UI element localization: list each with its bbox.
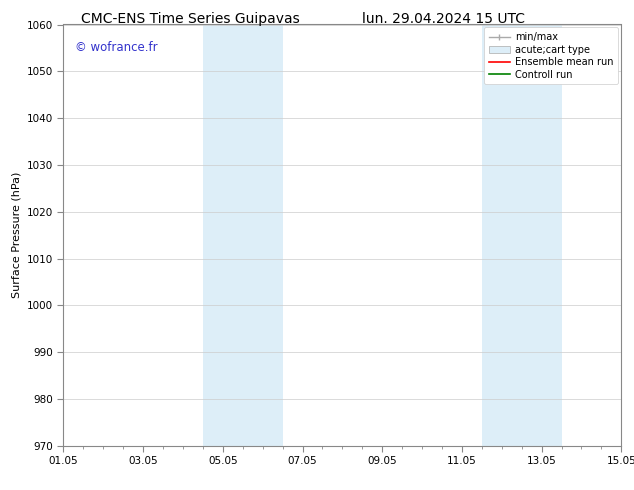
Bar [203,24,283,446]
Legend: min/max, acute;cart type, Ensemble mean run, Controll run: min/max, acute;cart type, Ensemble mean … [484,27,618,84]
Text: lun. 29.04.2024 15 UTC: lun. 29.04.2024 15 UTC [362,12,526,26]
Text: © wofrance.fr: © wofrance.fr [75,41,157,54]
Text: CMC-ENS Time Series Guipavas: CMC-ENS Time Series Guipavas [81,12,300,26]
Y-axis label: Surface Pressure (hPa): Surface Pressure (hPa) [11,172,21,298]
Bar [482,24,562,446]
